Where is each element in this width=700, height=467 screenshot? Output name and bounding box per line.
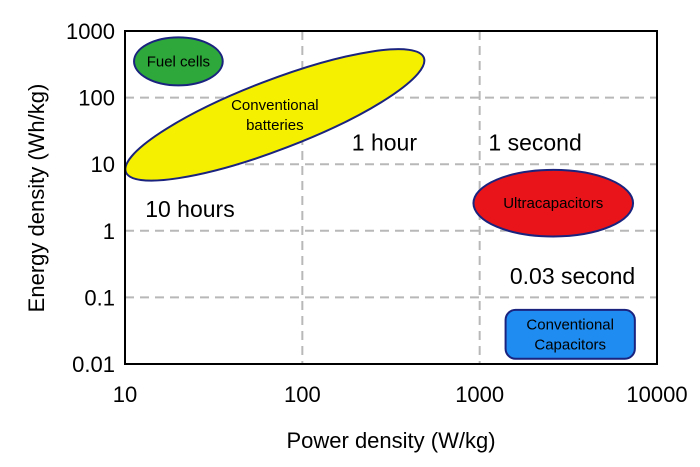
annotations: 10 hours 1 hour 1 second 0.03 second [145, 130, 635, 289]
region-shape-ultracapacitors [472, 168, 635, 238]
region-label-fuel-cells: Fuel cells [147, 53, 210, 70]
region-label-conventional-capacitors: Capacitors [534, 336, 606, 353]
y-tick-label: 1000 [66, 19, 115, 44]
y-tick-label: 100 [78, 86, 115, 111]
region-fuel-cells: Fuel cells [133, 36, 224, 87]
region-conventional-batteries: Conventional batteries [124, 48, 426, 182]
region-ultracapacitors: Ultracapacitors [472, 168, 635, 238]
region-conventional-capacitors: Conventional Capacitors [504, 308, 636, 360]
region-shape-fuel-cells [133, 36, 224, 87]
x-axis-title: Power density (W/kg) [286, 428, 495, 453]
region-label-conventional-batteries: batteries [246, 117, 304, 134]
x-tick-label: 1000 [455, 382, 504, 407]
region-label-ultracapacitors: Ultracapacitors [503, 195, 603, 212]
annotation-0-03-second: 0.03 second [510, 263, 635, 289]
regions: Fuel cells Conventional batteries Ultracapa… [124, 36, 636, 360]
y-tick-label: 1 [103, 219, 115, 244]
region-label-conventional-capacitors: Conventional [526, 316, 614, 333]
annotation-1-second: 1 second [488, 130, 581, 156]
y-tick-label: 10 [91, 152, 115, 177]
x-tick-label: 10 [113, 382, 137, 407]
annotation-10-hours: 10 hours [145, 196, 235, 222]
x-tick-label: 100 [284, 382, 321, 407]
y-axis-title: Energy density (Wh/kg) [24, 84, 49, 313]
x-tick-label: 10000 [626, 382, 687, 407]
y-tick-label: 0.1 [84, 285, 115, 310]
tick-labels: 10 100 1000 10000 0.01 0.1 1 10 100 1000 [66, 19, 688, 407]
annotation-1-hour: 1 hour [352, 130, 418, 156]
plot-frame [124, 30, 658, 365]
region-label-conventional-batteries: Conventional [231, 97, 319, 114]
y-tick-label: 0.01 [72, 352, 115, 377]
region-shape-conventional-capacitors [504, 308, 636, 360]
